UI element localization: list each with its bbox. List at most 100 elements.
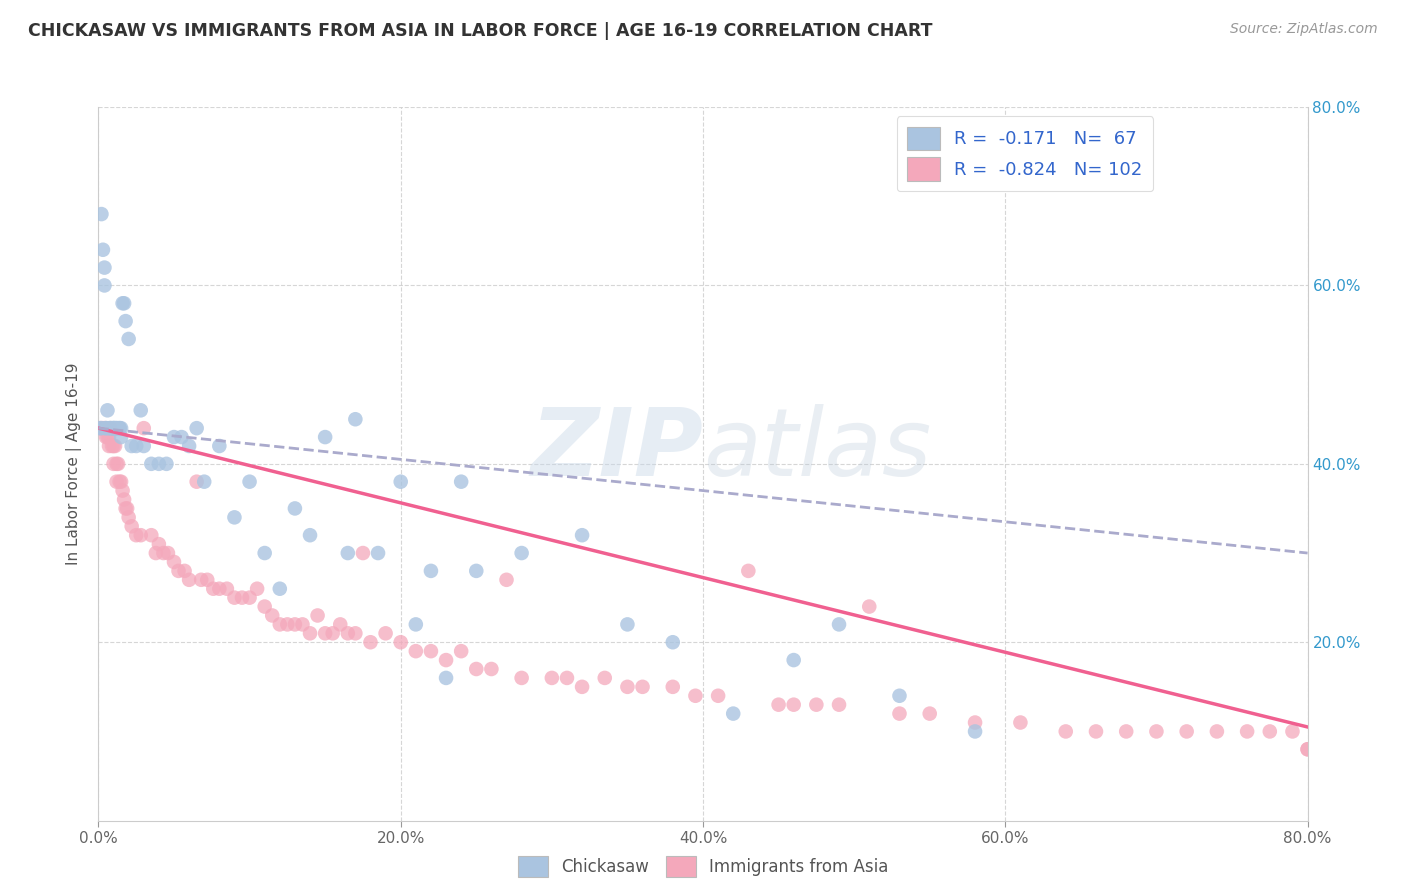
Point xyxy=(186,475,208,489)
Point xyxy=(662,635,685,649)
Point xyxy=(662,680,685,694)
Text: Source: ZipAtlas.com: Source: ZipAtlas.com xyxy=(1230,22,1378,37)
Point xyxy=(105,475,128,489)
Point xyxy=(314,430,336,444)
Point xyxy=(224,591,246,605)
Point xyxy=(723,706,745,721)
Point xyxy=(103,421,125,435)
Point xyxy=(208,439,231,453)
Point xyxy=(1236,724,1258,739)
Point xyxy=(96,430,118,444)
Point xyxy=(145,546,167,560)
Point xyxy=(685,689,707,703)
Point xyxy=(284,501,307,516)
Point xyxy=(179,439,201,453)
Point xyxy=(107,421,129,435)
Point xyxy=(148,457,170,471)
Point xyxy=(112,296,135,310)
Point xyxy=(118,510,141,524)
Point xyxy=(141,457,163,471)
Point xyxy=(360,635,382,649)
Point xyxy=(100,421,122,435)
Point xyxy=(110,430,132,444)
Point xyxy=(783,698,806,712)
Point xyxy=(1206,724,1229,739)
Point xyxy=(114,314,136,328)
Point xyxy=(555,671,578,685)
Text: ZIP: ZIP xyxy=(530,403,703,496)
Point xyxy=(737,564,759,578)
Point xyxy=(322,626,344,640)
Point xyxy=(152,546,174,560)
Point xyxy=(104,421,127,435)
Point xyxy=(108,475,131,489)
Point xyxy=(828,617,851,632)
Point xyxy=(104,421,127,435)
Point xyxy=(202,582,225,596)
Point xyxy=(101,439,124,453)
Point xyxy=(246,582,269,596)
Point xyxy=(129,403,152,417)
Point xyxy=(239,475,262,489)
Point xyxy=(269,617,291,632)
Point xyxy=(284,617,307,632)
Point xyxy=(121,439,143,453)
Point xyxy=(269,582,291,596)
Point xyxy=(132,439,155,453)
Point xyxy=(94,421,117,435)
Point xyxy=(1258,724,1281,739)
Point xyxy=(111,296,134,310)
Legend: Chickasaw, Immigrants from Asia: Chickasaw, Immigrants from Asia xyxy=(510,849,896,884)
Point xyxy=(616,680,638,694)
Point xyxy=(299,528,322,542)
Point xyxy=(510,546,533,560)
Point xyxy=(98,421,121,435)
Point xyxy=(571,528,593,542)
Point xyxy=(91,243,114,257)
Point xyxy=(91,421,114,435)
Point xyxy=(367,546,389,560)
Point xyxy=(93,278,115,293)
Point xyxy=(465,662,488,676)
Point xyxy=(276,617,298,632)
Point xyxy=(89,421,111,435)
Point xyxy=(105,457,128,471)
Point xyxy=(783,653,806,667)
Point xyxy=(858,599,880,614)
Point xyxy=(111,483,134,498)
Point xyxy=(179,573,201,587)
Point xyxy=(314,626,336,640)
Point xyxy=(806,698,828,712)
Point xyxy=(103,457,125,471)
Point xyxy=(98,439,121,453)
Point xyxy=(93,260,115,275)
Point xyxy=(540,671,562,685)
Point xyxy=(94,421,117,435)
Point xyxy=(344,626,367,640)
Point xyxy=(420,564,443,578)
Point xyxy=(167,564,190,578)
Point xyxy=(112,492,135,507)
Point xyxy=(616,617,638,632)
Point xyxy=(231,591,253,605)
Point xyxy=(336,546,359,560)
Point xyxy=(186,421,208,435)
Point xyxy=(593,671,616,685)
Point xyxy=(114,501,136,516)
Point xyxy=(118,332,141,346)
Point xyxy=(141,528,163,542)
Point xyxy=(239,591,262,605)
Point xyxy=(115,501,138,516)
Point xyxy=(1054,724,1077,739)
Point xyxy=(329,617,352,632)
Point xyxy=(105,421,128,435)
Point xyxy=(104,439,127,453)
Point xyxy=(155,457,177,471)
Point xyxy=(125,528,148,542)
Point xyxy=(129,528,152,542)
Point xyxy=(195,573,218,587)
Point xyxy=(110,421,132,435)
Point xyxy=(103,421,125,435)
Point xyxy=(96,403,118,417)
Point xyxy=(108,421,131,435)
